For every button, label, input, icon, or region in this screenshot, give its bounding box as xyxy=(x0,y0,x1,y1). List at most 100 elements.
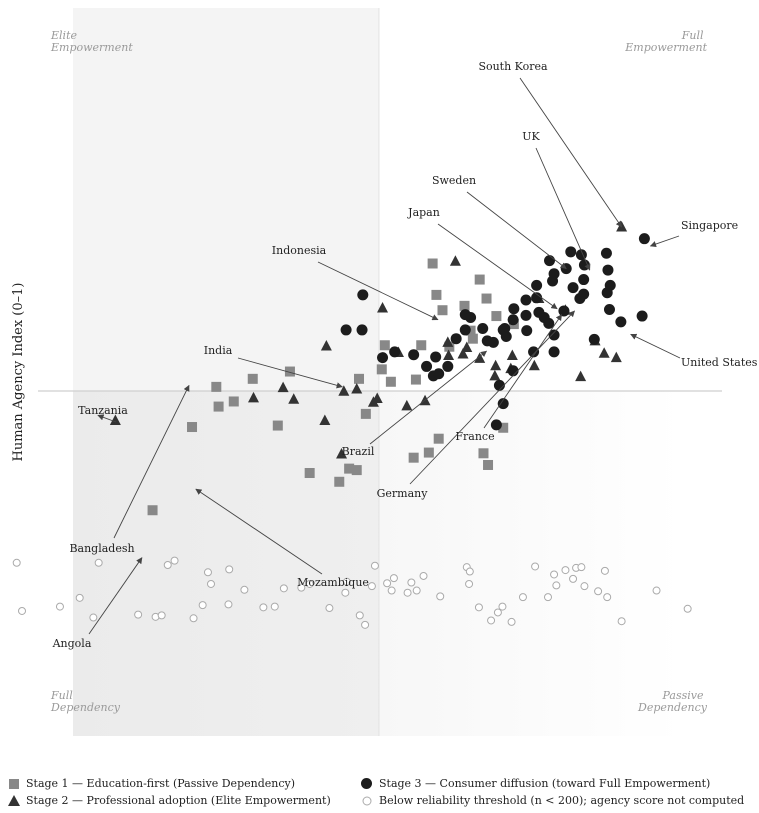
data-point-circle-1 xyxy=(356,324,368,336)
data-point-square-15 xyxy=(247,373,258,384)
data-point-circle-43 xyxy=(578,288,590,300)
data-point-open-circle-8 xyxy=(198,601,207,610)
data-point-square-21 xyxy=(433,433,444,444)
annotation-label-tanzania: Tanzania xyxy=(78,404,128,417)
data-point-open-circle-38 xyxy=(617,617,626,626)
annotation-arrow-japan xyxy=(437,223,558,310)
data-point-open-circle-45 xyxy=(207,579,216,588)
data-point-square-9 xyxy=(467,333,478,344)
data-point-circle-44 xyxy=(600,247,612,259)
data-point-square-33 xyxy=(459,300,470,311)
data-point-open-circle-40 xyxy=(683,604,692,613)
data-point-circle-48 xyxy=(603,303,615,315)
data-point-open-circle-48 xyxy=(240,585,249,594)
annotation-arrow-indonesia xyxy=(317,261,439,321)
annotation-arrow-angola xyxy=(88,557,143,635)
data-point-circle-0 xyxy=(357,289,369,301)
data-point-open-circle-23 xyxy=(412,586,421,595)
annotation-label-south-korea: South Korea xyxy=(478,60,548,73)
data-point-circle-40 xyxy=(565,246,577,258)
data-point-open-circle-49 xyxy=(297,583,306,592)
data-point-square-32 xyxy=(147,505,158,516)
annotation-label-brazil: Brazil xyxy=(342,445,375,458)
data-point-circle-25 xyxy=(567,282,579,294)
data-point-triangle-15 xyxy=(598,347,610,358)
data-point-open-circle-17 xyxy=(355,611,364,620)
data-point-triangle-23 xyxy=(371,392,383,404)
data-point-open-circle-15 xyxy=(341,588,350,597)
data-point-square-18 xyxy=(272,420,283,431)
data-point-square-4 xyxy=(491,311,502,322)
data-point-triangle-21 xyxy=(351,383,363,394)
quadrant-bottom-left xyxy=(73,391,379,736)
data-point-open-circle-28 xyxy=(493,608,502,617)
data-point-triangle-27 xyxy=(319,414,331,425)
data-point-triangle-0 xyxy=(449,255,461,266)
data-point-open-circle-35 xyxy=(580,582,589,591)
data-point-open-circle-18 xyxy=(361,620,370,629)
data-point-square-23 xyxy=(344,463,355,474)
data-point-open-circle-58 xyxy=(561,566,570,575)
data-point-circle-36 xyxy=(499,322,511,334)
data-point-open-circle-19 xyxy=(383,579,392,588)
annotation-label-sweden: Sweden xyxy=(432,174,476,187)
annotation-arrow-mozambique xyxy=(195,488,323,575)
data-point-square-34 xyxy=(474,274,485,285)
data-point-square-30 xyxy=(187,422,198,433)
data-point-square-19 xyxy=(360,408,371,419)
annotation-label-uk: UK xyxy=(522,130,540,143)
data-point-triangle-32 xyxy=(443,349,455,360)
data-point-open-circle-22 xyxy=(407,578,416,587)
quadrant-label-top-left: Elite Empowerment xyxy=(50,29,133,54)
data-point-open-circle-1 xyxy=(55,602,64,611)
annotation-arrow-france xyxy=(483,314,563,429)
quadrant-label-bottom-right: Passive Dependency xyxy=(637,689,708,714)
data-point-open-circle-44 xyxy=(170,556,179,565)
data-point-open-circle-57 xyxy=(550,570,559,579)
data-point-circle-57 xyxy=(490,419,502,431)
legend: Stage 1 — Education-first (Passive Depen… xyxy=(0,771,759,813)
legend-item-stage-3: Stage 3 — Consumer diffusion (toward Ful… xyxy=(360,777,710,790)
data-point-open-circle-33 xyxy=(552,581,561,590)
data-point-open-circle-4 xyxy=(134,610,143,619)
data-point-open-circle-61 xyxy=(600,566,609,575)
data-point-open-circle-25 xyxy=(465,579,474,588)
data-point-triangle-4 xyxy=(461,341,473,352)
legend-item-below-threshold: Below reliability threshold (n < 200); a… xyxy=(361,794,744,807)
open-circle-marker-icon xyxy=(362,796,372,805)
data-point-open-circle-30 xyxy=(507,617,516,626)
annotation-arrow-bangladesh xyxy=(113,384,190,539)
data-point-open-circle-29 xyxy=(498,602,507,611)
data-point-open-circle-16 xyxy=(342,577,351,586)
data-point-circle-39 xyxy=(548,346,560,358)
data-point-circle-12 xyxy=(459,324,471,336)
data-point-open-circle-27 xyxy=(487,616,496,625)
data-point-square-16 xyxy=(211,381,222,392)
data-point-triangle-8 xyxy=(490,359,502,371)
data-point-circle-6 xyxy=(430,351,442,363)
annotation-label-france: France xyxy=(455,430,494,443)
data-point-square-31 xyxy=(213,401,224,412)
data-point-open-circle-60 xyxy=(577,563,586,572)
data-point-open-circle-21 xyxy=(403,588,412,597)
data-point-open-circle-26 xyxy=(474,603,483,612)
legend-label-stage-3: Stage 3 — Consumer diffusion (toward Ful… xyxy=(379,777,711,790)
data-point-square-17 xyxy=(228,396,239,407)
data-point-circle-45 xyxy=(602,264,614,276)
data-point-open-circle-6 xyxy=(157,611,166,620)
data-point-open-circle-39 xyxy=(652,586,661,595)
quadrant-label-bottom-left: Full Dependency xyxy=(50,689,121,714)
data-point-square-28 xyxy=(408,452,419,463)
data-point-circle-52 xyxy=(636,310,648,322)
annotation-arrow-tanzania xyxy=(97,414,117,423)
data-point-square-25 xyxy=(334,476,345,487)
annotation-label-bangladesh: Bangladesh xyxy=(69,542,134,555)
data-point-triangle-2 xyxy=(320,339,332,351)
data-point-triangle-16 xyxy=(610,351,622,363)
data-point-open-circle-12 xyxy=(279,584,288,593)
annotation-arrow-india xyxy=(237,357,343,389)
data-point-square-29 xyxy=(304,468,315,479)
data-point-circle-56 xyxy=(493,379,505,391)
annotation-label-germany: Germany xyxy=(377,487,429,500)
data-point-open-circle-53 xyxy=(419,571,428,580)
